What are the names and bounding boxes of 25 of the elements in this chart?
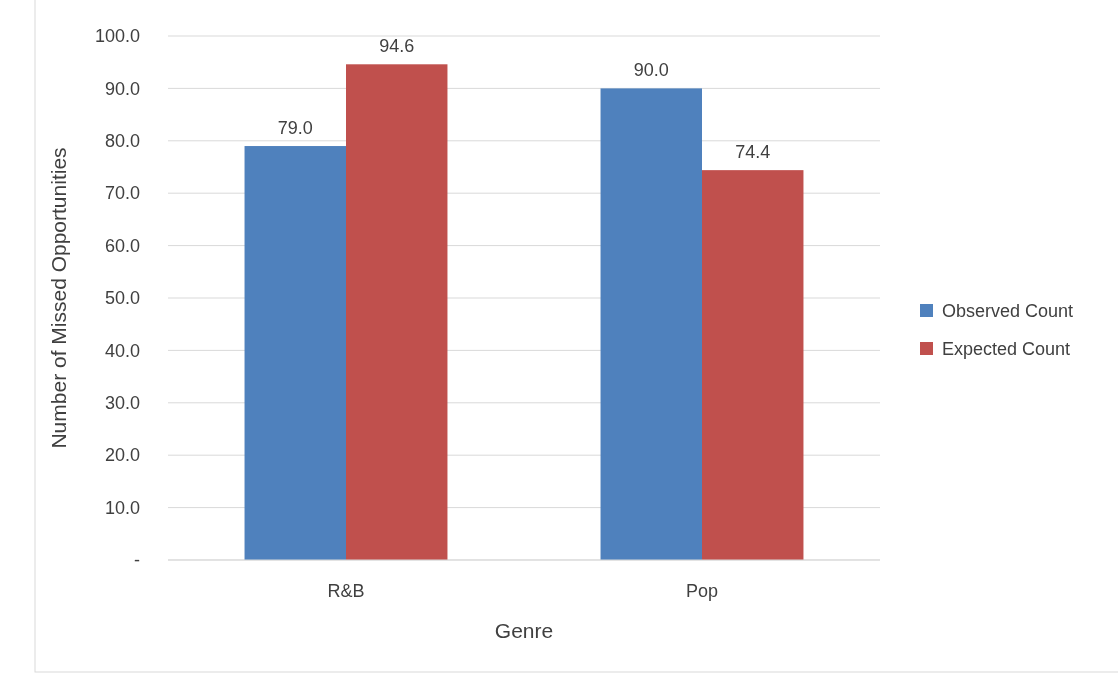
y-tick-label: 10.0 — [104, 497, 140, 518]
legend-label: Observed Count — [942, 301, 1074, 321]
y-tick-label: 60.0 — [104, 235, 140, 256]
y-axis-title: Number of Missed Opportunities — [47, 147, 70, 449]
y-tick-label: 70.0 — [104, 183, 140, 204]
x-tick-label: R&B — [327, 581, 365, 602]
bar — [702, 170, 804, 560]
data-label: 74.4 — [735, 142, 771, 163]
x-tick-label: Pop — [685, 581, 719, 602]
y-tick-label: 100.0 — [94, 26, 140, 47]
y-tick-label: 40.0 — [104, 340, 140, 361]
y-tick-label: 80.0 — [104, 131, 140, 152]
y-tick-label: 30.0 — [104, 393, 140, 414]
y-tick-label: 90.0 — [104, 78, 140, 99]
data-label: 79.0 — [277, 118, 313, 139]
bar — [346, 64, 448, 560]
bar — [600, 88, 702, 560]
data-label: 94.6 — [379, 36, 415, 57]
y-tick-label: 50.0 — [104, 288, 140, 309]
y-tick-label: 20.0 — [104, 445, 140, 466]
bar — [244, 146, 346, 560]
data-label: 90.0 — [633, 60, 669, 81]
legend-label: Expected Count — [942, 339, 1071, 359]
y-tick-label: - — [134, 550, 140, 571]
x-axis-title: Genre — [494, 619, 554, 642]
